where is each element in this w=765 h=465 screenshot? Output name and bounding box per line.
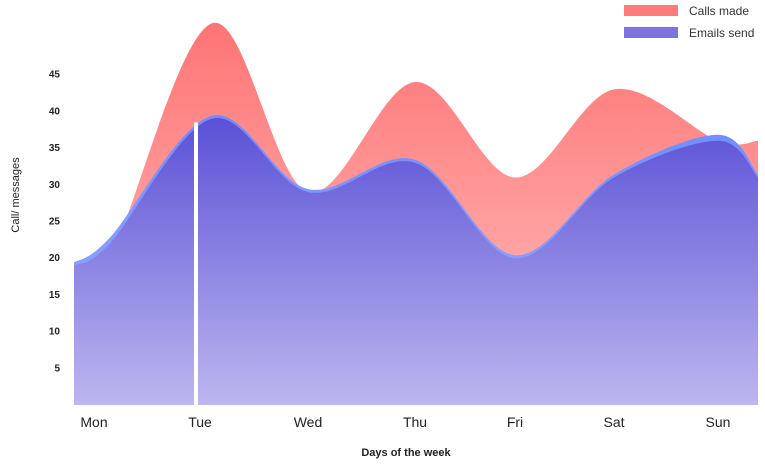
x-tick-label: Wed	[294, 414, 323, 430]
y-tick-label: 40	[49, 106, 61, 117]
legend-swatch-emails-send[interactable]	[624, 27, 678, 38]
y-tick-label: 5	[54, 363, 60, 374]
y-tick-label: 30	[49, 180, 61, 191]
x-tick-label: Sat	[603, 414, 624, 430]
y-tick-label: 45	[49, 70, 61, 81]
x-tick-label: Thu	[403, 414, 427, 430]
y-tick-label: 35	[49, 143, 61, 154]
x-tick-label: Sun	[706, 414, 731, 430]
x-axis-ticks: Mon Tue Wed Thu Fri Sat Sun	[80, 414, 730, 430]
x-tick-label: Tue	[188, 414, 212, 430]
area-emails-send[interactable]	[74, 118, 758, 406]
y-tick-label: 25	[49, 217, 61, 228]
y-tick-label: 10	[49, 327, 61, 338]
x-axis-title: Days of the week	[361, 447, 451, 459]
legend: Calls made Emails send	[624, 4, 754, 40]
x-tick-label: Fri	[507, 414, 523, 430]
y-tick-label: 20	[49, 253, 61, 264]
legend-label-emails-send: Emails send	[689, 26, 754, 40]
plot-area	[74, 22, 758, 406]
legend-label-calls-made: Calls made	[689, 4, 749, 18]
y-axis-title: Call/ messages	[10, 157, 22, 233]
y-tick-label: 15	[49, 290, 61, 301]
hover-line	[194, 122, 198, 405]
y-axis-ticks: 5 10 15 20 25 30 35 40 45	[49, 70, 61, 375]
x-tick-label: Mon	[80, 414, 107, 430]
legend-swatch-calls-made[interactable]	[624, 5, 678, 16]
